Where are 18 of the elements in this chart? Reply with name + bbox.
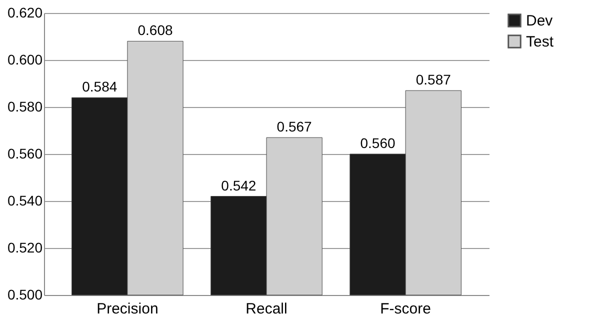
x-tick-label: F-score: [380, 300, 431, 318]
y-tick-label: 0.540: [7, 192, 43, 208]
data-label: 0.587: [416, 72, 452, 88]
x-tick-label: Precision: [96, 300, 158, 318]
data-label: 0.608: [138, 22, 173, 38]
y-tick-label: 0.600: [7, 52, 43, 68]
x-tick-label: Recall: [246, 300, 288, 318]
data-label: 0.560: [360, 135, 396, 151]
y-tick-label: 0.520: [7, 240, 43, 256]
data-label: 0.542: [221, 177, 256, 194]
legend-label: Test: [526, 34, 554, 50]
y-tick-label: 0.580: [7, 98, 43, 114]
data-label: 0.567: [276, 118, 312, 135]
y-tick-label: 0.560: [7, 146, 43, 162]
y-tick-label: 0.500: [7, 286, 43, 302]
data-label: 0.584: [82, 78, 118, 95]
legend-label: Dev: [526, 12, 554, 30]
y-tick-label: 0.620: [7, 4, 43, 20]
